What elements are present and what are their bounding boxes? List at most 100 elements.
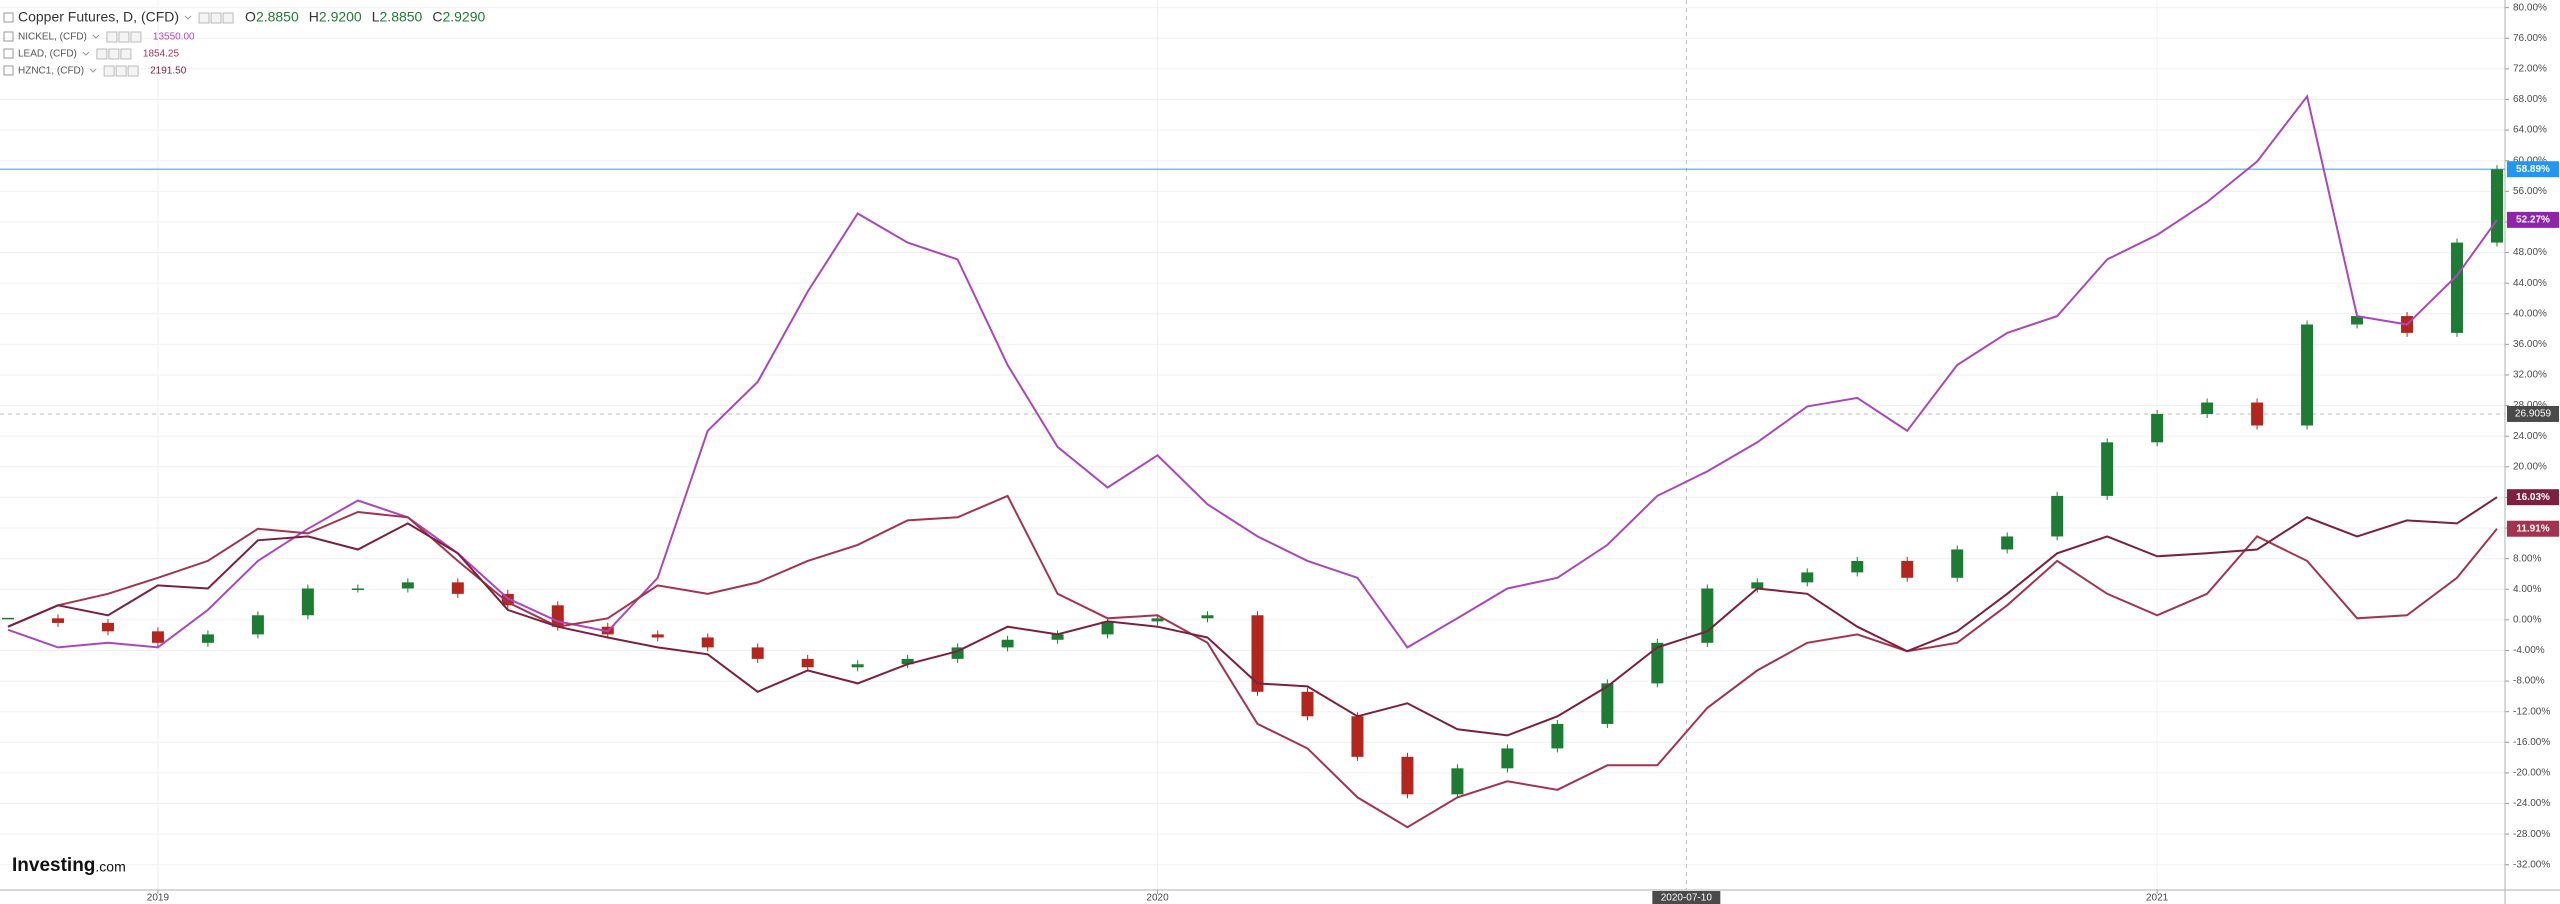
- candle: [1651, 642, 1664, 684]
- y-tick-label: 80.00%: [2513, 2, 2547, 13]
- legend-name: NICKEL, (CFD): [18, 32, 87, 43]
- candle: [2201, 402, 2214, 415]
- candle: [251, 615, 264, 635]
- x-tick-label: 2021: [2146, 893, 2169, 904]
- candle: [2051, 495, 2064, 537]
- candle: [101, 622, 114, 632]
- candle: [201, 634, 214, 643]
- legend-button: [222, 12, 234, 24]
- y-tick-label: 0.00%: [2513, 615, 2541, 626]
- legend-name: HZNC1, (CFD): [18, 66, 84, 77]
- candle: [951, 647, 964, 659]
- ohlc-value: 2.8850: [256, 9, 299, 25]
- y-tick-label: -28.00%: [2513, 829, 2550, 840]
- y-tick-label: 56.00%: [2513, 186, 2547, 197]
- y-tick-label: -20.00%: [2513, 768, 2550, 779]
- legend-name: LEAD, (CFD): [18, 49, 77, 60]
- candle: [1551, 723, 1564, 749]
- y-tick-label: 28.00%: [2513, 400, 2547, 411]
- candle: [2251, 402, 2264, 426]
- legend-button: [198, 12, 210, 24]
- candle: [801, 658, 814, 668]
- candle: [851, 664, 864, 668]
- candle: [2451, 242, 2464, 333]
- legend-button: [127, 65, 139, 77]
- candle: [2101, 442, 2114, 496]
- legend-collapse: [3, 12, 14, 23]
- y-tick-label: -24.00%: [2513, 798, 2550, 809]
- candle: [1701, 588, 1714, 643]
- candle: [501, 593, 514, 606]
- ohlc-key: L: [372, 9, 380, 25]
- price-label: 11.91%: [2516, 523, 2549, 534]
- candle: [1801, 572, 1814, 583]
- y-tick-label: 48.00%: [2513, 247, 2547, 258]
- y-tick-label: 24.00%: [2513, 431, 2547, 442]
- candle: [1851, 560, 1864, 573]
- candle: [51, 618, 64, 623]
- brand: Investing: [12, 855, 95, 876]
- y-tick-label: -4.00%: [2513, 645, 2545, 656]
- legend-button: [120, 48, 132, 60]
- legend-button: [130, 31, 142, 43]
- legend-caret: [82, 51, 90, 56]
- ohlc-key: C: [432, 9, 442, 25]
- candle: [1451, 768, 1464, 795]
- crosshair-x-box: [1652, 891, 1721, 904]
- candle: [351, 588, 364, 590]
- y-tick-label: -16.00%: [2513, 737, 2550, 748]
- x-tick-label: 2020: [1146, 893, 1169, 904]
- candle: [651, 634, 664, 638]
- series-line: [7, 494, 2498, 829]
- candle: [1901, 560, 1914, 578]
- candle: [1951, 549, 1964, 578]
- candle: [2151, 414, 2164, 443]
- candle: [2491, 169, 2504, 243]
- crosshair-x-label: 2020-07-10: [1661, 893, 1713, 904]
- y-tick-label: 4.00%: [2513, 584, 2541, 595]
- candle: [1051, 634, 1064, 640]
- y-tick-label: 32.00%: [2513, 370, 2547, 381]
- candle: [1601, 683, 1614, 724]
- y-tick-label: 64.00%: [2513, 125, 2547, 136]
- crosshair-y-box: [2507, 405, 2559, 422]
- legend-button: [106, 31, 118, 43]
- y-tick-label: 40.00%: [2513, 308, 2547, 319]
- legend-button: [115, 65, 127, 77]
- y-tick-label: 8.00%: [2513, 553, 2541, 564]
- candle: [451, 582, 464, 594]
- y-tick-label: -12.00%: [2513, 706, 2550, 717]
- y-tick-label: 20.00%: [2513, 461, 2547, 472]
- y-tick-label: 60.00%: [2513, 155, 2547, 166]
- legend-button: [210, 12, 222, 24]
- candle: [1401, 756, 1414, 795]
- candle: [2351, 316, 2364, 325]
- candle: [2001, 536, 2014, 550]
- candle: [151, 631, 164, 643]
- ohlc-value: 2.8850: [380, 9, 423, 25]
- ohlc-key: H: [309, 9, 319, 25]
- candle: [301, 588, 314, 616]
- y-tick-label: 36.00%: [2513, 339, 2547, 350]
- price-label-box: [2507, 211, 2559, 228]
- y-tick-label: 68.00%: [2513, 94, 2547, 105]
- y-tick-label: 44.00%: [2513, 278, 2547, 289]
- y-tick-label: 72.00%: [2513, 64, 2547, 75]
- candle: [1, 617, 14, 620]
- candle: [1101, 621, 1114, 635]
- price-label-box: [2507, 489, 2559, 506]
- series-line: [7, 94, 2498, 649]
- candle: [1751, 582, 1764, 589]
- candle: [901, 658, 914, 665]
- candle: [751, 647, 764, 659]
- legend-name: Copper Futures, D, (CFD): [18, 9, 179, 25]
- ohlc-value: 2.9290: [442, 9, 485, 25]
- price-label-box: [2507, 520, 2559, 537]
- y-tick-label: 76.00%: [2513, 33, 2547, 44]
- ohlc-key: O: [245, 9, 256, 25]
- legend-collapse: [3, 31, 14, 42]
- legend-caret: [89, 68, 97, 73]
